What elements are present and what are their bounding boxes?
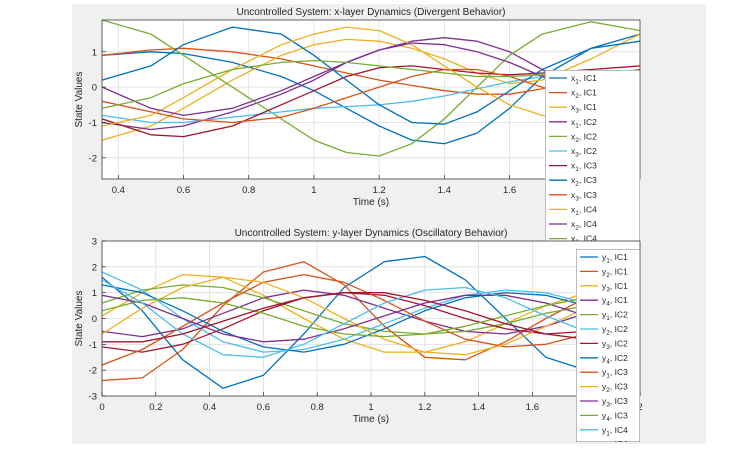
series-line-1 (102, 33, 640, 145)
chart-title: Uncontrolled System: x-layer Dynamics (D… (237, 7, 506, 18)
legend-entry: y2, IC2 (602, 324, 628, 337)
x-tick-label: 1 (368, 402, 373, 413)
x-tick-label: 1.6 (526, 402, 539, 413)
legend-entry: x3, IC1 (571, 102, 597, 115)
legend-entry: y4, IC2 (602, 353, 628, 366)
series-line-3 (102, 33, 640, 141)
legend-entry: x1, IC3 (571, 161, 597, 174)
x-tick-label: 0.4 (203, 402, 216, 413)
legend-entry: x2, IC4 (571, 219, 597, 232)
series-line-11 (102, 294, 640, 343)
series-line-10 (102, 276, 640, 356)
legend-entry: y1, IC4 (602, 425, 628, 438)
x-tick-label: 1.2 (373, 185, 386, 196)
y-tick-label: 3 (92, 237, 97, 248)
legend-entry: y1, IC3 (602, 367, 628, 380)
chart-2: 00.20.40.60.811.21.41.62-3-2-10123Uncont… (74, 228, 643, 444)
series-group (102, 20, 640, 157)
series-line-5 (102, 20, 640, 157)
x-tick-label: 1 (311, 185, 316, 196)
series-line-4 (102, 289, 640, 338)
x-tick-label: 0.4 (112, 185, 125, 196)
series-line-3 (102, 273, 640, 353)
y-tick-label: 0 (92, 83, 97, 94)
legend-entry: y2, IC1 (602, 266, 628, 279)
y-axis-label: State Values (74, 72, 85, 128)
legend-entry: x2, IC1 (571, 88, 597, 101)
legend-entry: y4, IC3 (602, 410, 628, 423)
series-line-9 (102, 68, 640, 124)
y-tick-label: -2 (89, 366, 97, 377)
legend-entry: x2, IC3 (571, 175, 597, 188)
series-group (102, 255, 640, 389)
x-tick-label: 0.2 (149, 402, 162, 413)
x-tick-label: 1.4 (472, 402, 485, 413)
legend-entry: x3, IC2 (571, 146, 597, 159)
series-line-7 (102, 65, 640, 138)
x-tick-label: 1.6 (503, 185, 516, 196)
x-axis-label: Time (s) (353, 414, 389, 425)
legend-entry: y1, IC2 (602, 310, 628, 323)
chart-1: 0.4 0.6 0.8 1 1.2 1.4 1.6 -2 -1 0 1 Uncontrolled Sy… (74, 7, 641, 247)
y-tick-label: 0 (92, 314, 97, 325)
y-axis-label: State Values (74, 291, 85, 347)
figure-canvas: 0.4 0.6 0.8 1 1.2 1.4 1.6 -2 -1 0 1 Uncontrolled Sy… (74, 7, 643, 444)
x-tick-label: 1.4 (438, 185, 451, 196)
legend-entry: y3, IC3 (602, 396, 628, 409)
legend-entry: y2, IC3 (602, 382, 628, 395)
x-tick-label: 0.6 (257, 402, 270, 413)
series-line-9 (102, 273, 640, 366)
x-tick-label: 1.2 (418, 402, 431, 413)
legend-box (576, 249, 640, 442)
series-line-8 (102, 26, 640, 125)
legend-entry: x3, IC3 (571, 190, 597, 203)
legend-entry: y3, IC1 (602, 281, 628, 294)
figure-window: 0.4 0.6 0.8 1 1.2 1.4 1.6 -2 -1 0 1 Uncontrolled Sy… (72, 4, 706, 444)
series-line-11 (102, 42, 640, 117)
series-line-1 (102, 255, 640, 389)
y-tick-label: -3 (89, 392, 97, 403)
series-line-8 (102, 284, 640, 353)
legend-entry: y4, IC1 (602, 295, 628, 308)
x-axis-label: Time (s) (353, 197, 389, 208)
x-tick-label: 0.8 (242, 185, 255, 196)
y-tick-label: -1 (89, 340, 97, 351)
legend-entry: x1, IC4 (571, 204, 597, 217)
series-line-2 (102, 47, 640, 95)
y-tick-label: 1 (92, 288, 97, 299)
legend-entry: x2, IC2 (571, 131, 597, 144)
legend-entry: y1, IC1 (602, 252, 628, 265)
x-tick-label: 0.6 (177, 185, 190, 196)
legend-entry: x1, IC2 (571, 117, 597, 130)
series-line-12 (102, 59, 640, 109)
series-line-10 (102, 26, 640, 127)
series-line-12 (102, 294, 640, 338)
legend-entry: y3, IC2 (602, 338, 628, 351)
legend-entry: y2, IC4 (602, 439, 628, 444)
y-tick-label: 2 (92, 262, 97, 273)
series-line-13 (102, 279, 640, 358)
series-line-14 (102, 292, 640, 343)
x-tick-label: 0.8 (311, 402, 324, 413)
chart-title: Uncontrolled System: y-layer Dynamics (O… (235, 228, 508, 239)
y-tick-label: 1 (92, 47, 97, 58)
x-tick-label: 0 (99, 402, 104, 413)
series-line-7 (102, 292, 640, 353)
legend-entry: x3, IC4 (571, 234, 597, 247)
legend-entry: x1, IC1 (571, 73, 597, 86)
y-tick-label: -2 (89, 153, 97, 164)
y-tick-label: -1 (89, 118, 97, 129)
legend-box (545, 70, 640, 242)
